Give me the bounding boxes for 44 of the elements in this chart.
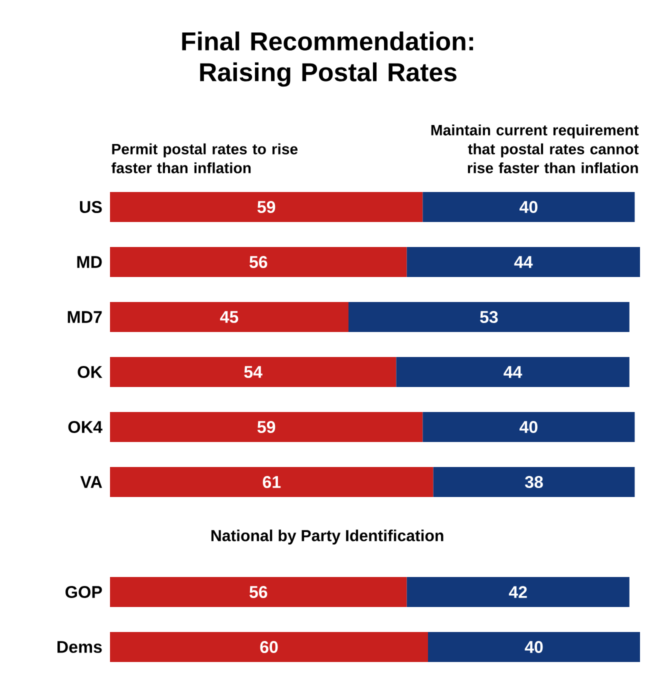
chart-title: Final Recommendation: Raising Postal Rates xyxy=(182,32,474,87)
y-tick-label: GOP xyxy=(66,586,102,598)
bar xyxy=(110,302,349,332)
y-tick-label: MD7 xyxy=(68,311,102,323)
data-label: 45 xyxy=(220,311,238,323)
data-label: 53 xyxy=(480,311,498,324)
bar xyxy=(422,192,635,222)
data-label: 56 xyxy=(250,256,268,268)
data-label: 42 xyxy=(508,586,527,598)
y-tick-label: US xyxy=(80,201,102,214)
bar xyxy=(396,357,630,388)
bar xyxy=(110,247,407,278)
bar xyxy=(406,247,640,278)
y-tick-label: OK4 xyxy=(68,421,102,434)
data-label: 54 xyxy=(244,366,262,378)
data-label: 59 xyxy=(257,421,276,434)
y-tick-label: MD xyxy=(77,256,102,268)
data-label: 44 xyxy=(504,366,522,378)
series-label: Maintain current requirement that postal rates cannot rise faster than inflation xyxy=(431,124,639,174)
bar xyxy=(110,632,428,662)
y-tick-label: VA xyxy=(80,476,102,488)
bar xyxy=(110,577,407,608)
bar xyxy=(348,302,630,332)
bar xyxy=(110,412,423,442)
data-label: 38 xyxy=(524,476,543,488)
data-label: 60 xyxy=(260,641,278,654)
y-tick-label: OK xyxy=(78,366,102,378)
data-label: 59 xyxy=(257,201,276,214)
bar xyxy=(406,577,630,608)
data-label: 40 xyxy=(524,641,543,654)
bar xyxy=(428,632,640,662)
data-label: 40 xyxy=(520,201,538,214)
data-label: 56 xyxy=(250,586,268,598)
y-tick-label: Dems xyxy=(57,641,102,653)
bar xyxy=(110,357,396,388)
annotation: National by Party Identification xyxy=(211,530,444,544)
data-label: 61 xyxy=(262,476,281,488)
data-label: 44 xyxy=(514,256,533,268)
bar xyxy=(110,192,423,222)
bar xyxy=(422,412,635,442)
data-label: 40 xyxy=(520,421,538,434)
bar xyxy=(110,467,434,498)
bar xyxy=(433,467,635,498)
series-label: Permit postal rates to rise faster than inflation xyxy=(111,143,298,174)
